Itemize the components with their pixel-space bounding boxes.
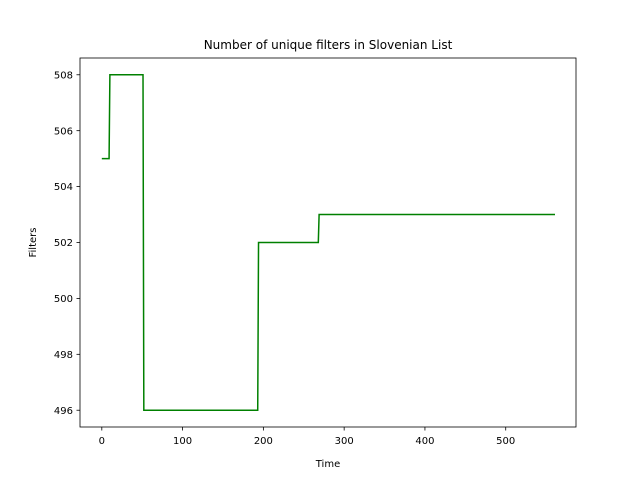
- chart-title: Number of unique filters in Slovenian Li…: [204, 38, 453, 52]
- y-tick-label: 508: [54, 70, 73, 81]
- y-tick-label: 498: [54, 350, 73, 361]
- series-line: [101, 74, 555, 411]
- y-axis: 496 498 500 502 504 506 508: [54, 70, 80, 417]
- y-tick-label: 506: [54, 126, 73, 137]
- x-tick-label: 400: [415, 436, 434, 447]
- x-tick-label: 200: [254, 436, 273, 447]
- x-axis: 0 100 200 300 400 500: [99, 427, 515, 447]
- x-tick-label: 300: [335, 436, 354, 447]
- y-tick-label: 502: [54, 238, 73, 249]
- y-tick-label: 504: [54, 182, 73, 193]
- y-tick-label: 496: [54, 406, 73, 417]
- y-axis-label: Filters: [28, 228, 39, 258]
- y-tick-label: 500: [54, 294, 73, 305]
- x-tick-label: 100: [173, 436, 192, 447]
- x-tick-label: 500: [496, 436, 515, 447]
- x-axis-label: Time: [315, 459, 340, 470]
- x-tick-label: 0: [99, 436, 105, 447]
